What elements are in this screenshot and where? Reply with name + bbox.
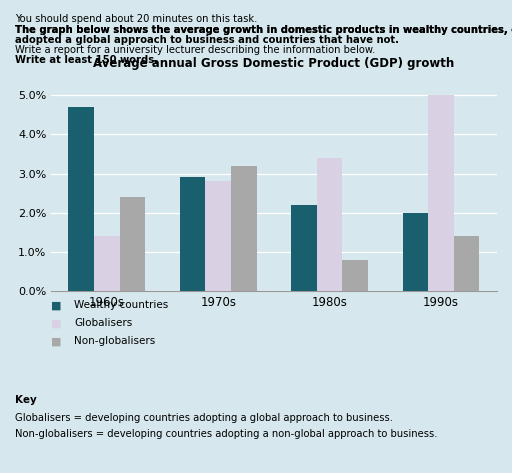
Text: adopted a global approach to business and countries that have not.: adopted a global approach to business an…: [15, 35, 399, 44]
Text: Non-globalisers = developing countries adopting a non-global approach to busines: Non-globalisers = developing countries a…: [15, 429, 438, 439]
Bar: [343, 260, 368, 291]
Text: ■: ■: [51, 300, 62, 310]
Bar: [291, 205, 317, 291]
Text: Write a report for a university lecturer describing the information below.: Write a report for a university lecturer…: [15, 45, 376, 55]
Text: ■: ■: [51, 318, 62, 328]
Text: Non-globalisers: Non-globalisers: [74, 336, 156, 346]
Bar: [69, 107, 94, 291]
Bar: [120, 197, 145, 291]
Text: Wealthy countries: Wealthy countries: [74, 300, 168, 310]
Title: Average annual Gross Domestic Product (GDP) growth: Average annual Gross Domestic Product (G…: [93, 57, 455, 70]
Bar: [317, 158, 343, 291]
Bar: [402, 213, 428, 291]
Text: Globalisers = developing countries adopting a global approach to business.: Globalisers = developing countries adopt…: [15, 413, 393, 423]
Bar: [180, 177, 205, 291]
Text: Globalisers: Globalisers: [74, 318, 133, 328]
Bar: [205, 181, 231, 291]
Bar: [231, 166, 257, 291]
Text: You should spend about 20 minutes on this task.: You should spend about 20 minutes on thi…: [15, 14, 258, 24]
Bar: [428, 95, 454, 291]
Bar: [94, 236, 120, 291]
Text: Write at least 150 words.: Write at least 150 words.: [15, 55, 158, 65]
Text: ■: ■: [51, 336, 62, 346]
Text: The graph below shows the average growth in domestic products in wealthy countri: The graph below shows the average growth…: [15, 25, 512, 35]
Bar: [454, 236, 479, 291]
Text: Key: Key: [15, 395, 37, 405]
Text: The graph below shows the average growth in domestic products in wealthy countri: The graph below shows the average growth…: [15, 25, 512, 35]
